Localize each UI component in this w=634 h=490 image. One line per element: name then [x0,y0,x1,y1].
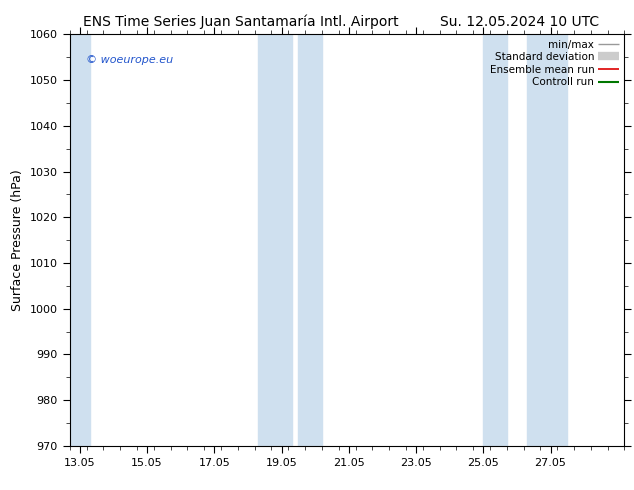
Bar [527,34,567,446]
Bar [70,34,90,446]
Text: ENS Time Series Juan Santamaría Intl. Airport: ENS Time Series Juan Santamaría Intl. Ai… [83,15,399,29]
Bar [299,34,322,446]
Text: Su. 12.05.2024 10 UTC: Su. 12.05.2024 10 UTC [441,15,599,29]
Bar [258,34,292,446]
Y-axis label: Surface Pressure (hPa): Surface Pressure (hPa) [11,169,24,311]
Text: © woeurope.eu: © woeurope.eu [86,55,174,65]
Legend: min/max, Standard deviation, Ensemble mean run, Controll run: min/max, Standard deviation, Ensemble me… [488,37,621,89]
Bar [483,34,507,446]
